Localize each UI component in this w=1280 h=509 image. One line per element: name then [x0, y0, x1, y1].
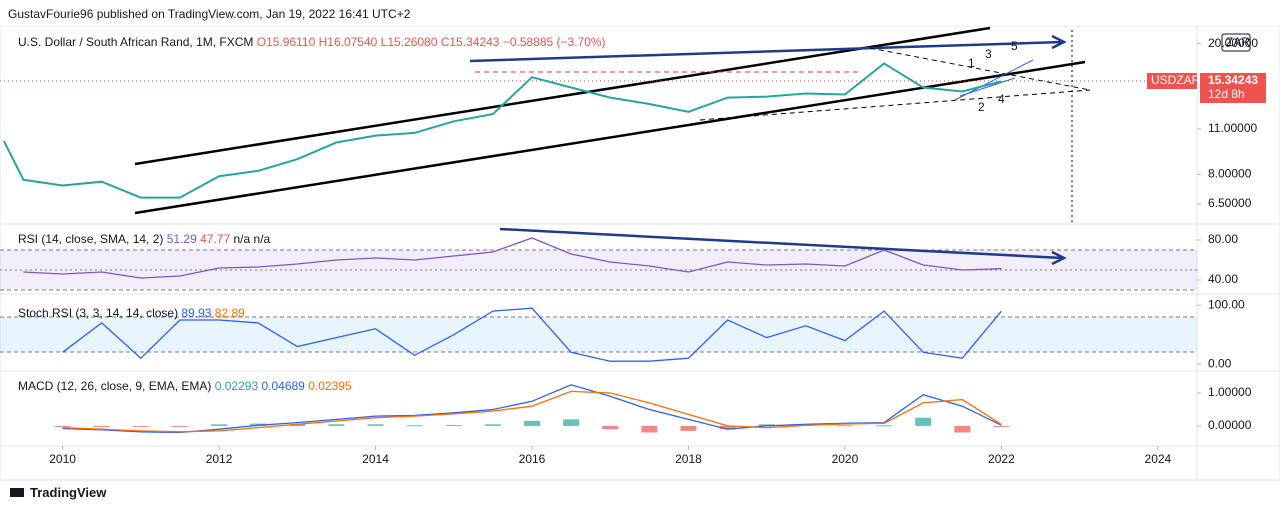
brand: TradingView [10, 485, 106, 500]
histogram-bar [54, 425, 71, 427]
histogram-bar [563, 419, 580, 426]
series-line [3, 62, 1002, 199]
histogram-bar [641, 425, 658, 433]
currency: ZAR [1226, 35, 1250, 49]
trend-arrow [469, 40, 1063, 63]
histogram-bar [680, 425, 697, 431]
x-tick-label: 2020 [832, 452, 859, 466]
y-tick-label: 0.00000 [1208, 418, 1252, 432]
symbol-tag-text: USDZAR [1151, 73, 1201, 87]
macd-value: 0.04689 [261, 379, 305, 393]
macd-value: 0.02293 [214, 379, 259, 393]
wave-label: 4 [998, 92, 1005, 106]
rsi-ma-value: 47.77 [200, 232, 231, 246]
price-tag-value: 15.34243 [1208, 73, 1258, 87]
y-tick-label: 40.00 [1208, 272, 1238, 286]
rsi-band [0, 250, 1197, 290]
macd-title: MACD (12, 26, close, 9, EMA, EMA) [18, 379, 212, 393]
rsi-legend: RSI (14, close, SMA, 14, 2) 51.29 47.77 … [18, 232, 270, 246]
legend: U.S. Dollar / South African Rand, 1M, FX… [18, 35, 606, 49]
x-tick-label: 2012 [206, 452, 233, 466]
stoch-title: Stoch RSI (3, 3, 14, 14, close) [18, 306, 179, 320]
macd-legend: MACD (12, 26, close, 9, EMA, EMA) 0.0229… [18, 379, 352, 393]
histogram-bar [602, 425, 619, 430]
y-tick-label: 1.00000 [1208, 385, 1252, 399]
publisher: GustavFourie96 published on TradingView.… [8, 7, 411, 21]
macd-value: 0.02395 [308, 379, 352, 393]
wave-channel [954, 59, 1034, 101]
series-line [62, 390, 1002, 433]
y-tick-label: 100.00 [1208, 297, 1245, 311]
open: O15.96110 [256, 35, 316, 49]
histogram-bar [171, 425, 188, 427]
x-tick-label: 2010 [49, 452, 76, 466]
histogram-bar [836, 425, 853, 427]
chart: 1 2 3 4 5 USDZAR 15.34243 12d 8h ZAR 201… [0, 26, 1280, 481]
histogram-bar [524, 420, 540, 426]
currency-badge [1221, 33, 1251, 52]
histogram-bar [211, 424, 228, 426]
y-tick-label: 20.00000 [1208, 36, 1258, 50]
histogram-bar [876, 425, 893, 427]
series-line [23, 237, 1002, 279]
x-tick-label: 2018 [675, 452, 702, 466]
histogram-bar [328, 424, 345, 426]
symbol: U.S. Dollar / South African Rand, 1M, FX… [18, 35, 254, 49]
ohlc: O15.96110 H16.07540 L15.26080 C15.34243 … [257, 35, 606, 49]
wedge-lower [699, 89, 1091, 121]
y-tick-label: 11.00000 [1208, 121, 1257, 135]
rsi-value: n/a [233, 232, 251, 246]
histogram-bar [758, 424, 775, 426]
rsi-title: RSI (14, close, SMA, 14, 2) [18, 232, 164, 246]
wave-label: 1 [968, 56, 975, 70]
channel-upper [134, 26, 991, 166]
histogram-bar [406, 425, 423, 427]
histogram-bar [93, 425, 110, 427]
series-line [62, 384, 1002, 434]
arrow-head [1051, 34, 1067, 50]
histogram-bar [132, 425, 149, 427]
y-tick-label: 6.50000 [1208, 196, 1252, 210]
wave-label: 3 [985, 47, 992, 61]
stoch-k: 89.93 [181, 306, 212, 320]
change: −0.58885 (−3.70%) [502, 35, 606, 49]
symbol-tag [1147, 73, 1197, 89]
price-tag [1200, 73, 1266, 103]
stoch-d: 82.89 [214, 306, 245, 320]
wedge-upper [869, 47, 1091, 91]
countdown: 12d 8h [1208, 87, 1245, 101]
histogram-bar [954, 425, 971, 433]
close: C15.34243 [440, 35, 500, 49]
logo [10, 488, 24, 497]
series-line [62, 307, 1002, 362]
wave-label: 5 [1011, 39, 1018, 53]
rsi-value: 51.29 [166, 232, 197, 246]
x-tick-label: 2022 [988, 452, 1015, 466]
histogram-bar [484, 424, 501, 426]
y-tick-label: 80.00 [1208, 232, 1238, 246]
y-tick-label: 0.00 [1208, 356, 1232, 370]
wave-label: 2 [978, 100, 985, 114]
x-tick-label: 2024 [1145, 452, 1172, 466]
stoch-band [0, 317, 1197, 352]
histogram-bar [445, 424, 462, 426]
rsi-divergence [499, 227, 1063, 260]
low: L15.26080 [380, 35, 438, 49]
histogram-bar [915, 417, 932, 426]
x-tick-label: 2016 [519, 452, 546, 466]
histogram-bar [993, 425, 1010, 427]
arrow-head [1051, 250, 1067, 266]
histogram-bar [289, 424, 306, 426]
high: H16.07540 [318, 35, 378, 49]
x-tick-label: 2014 [362, 452, 389, 466]
histogram-bar [719, 425, 736, 430]
brand-text: TradingView [30, 485, 107, 500]
stoch-legend: Stoch RSI (3, 3, 14, 14, close) 89.93 82… [18, 306, 245, 320]
y-tick-label: 8.00000 [1208, 167, 1252, 181]
rsi-value: n/a [253, 232, 271, 246]
histogram-bar [367, 424, 384, 426]
